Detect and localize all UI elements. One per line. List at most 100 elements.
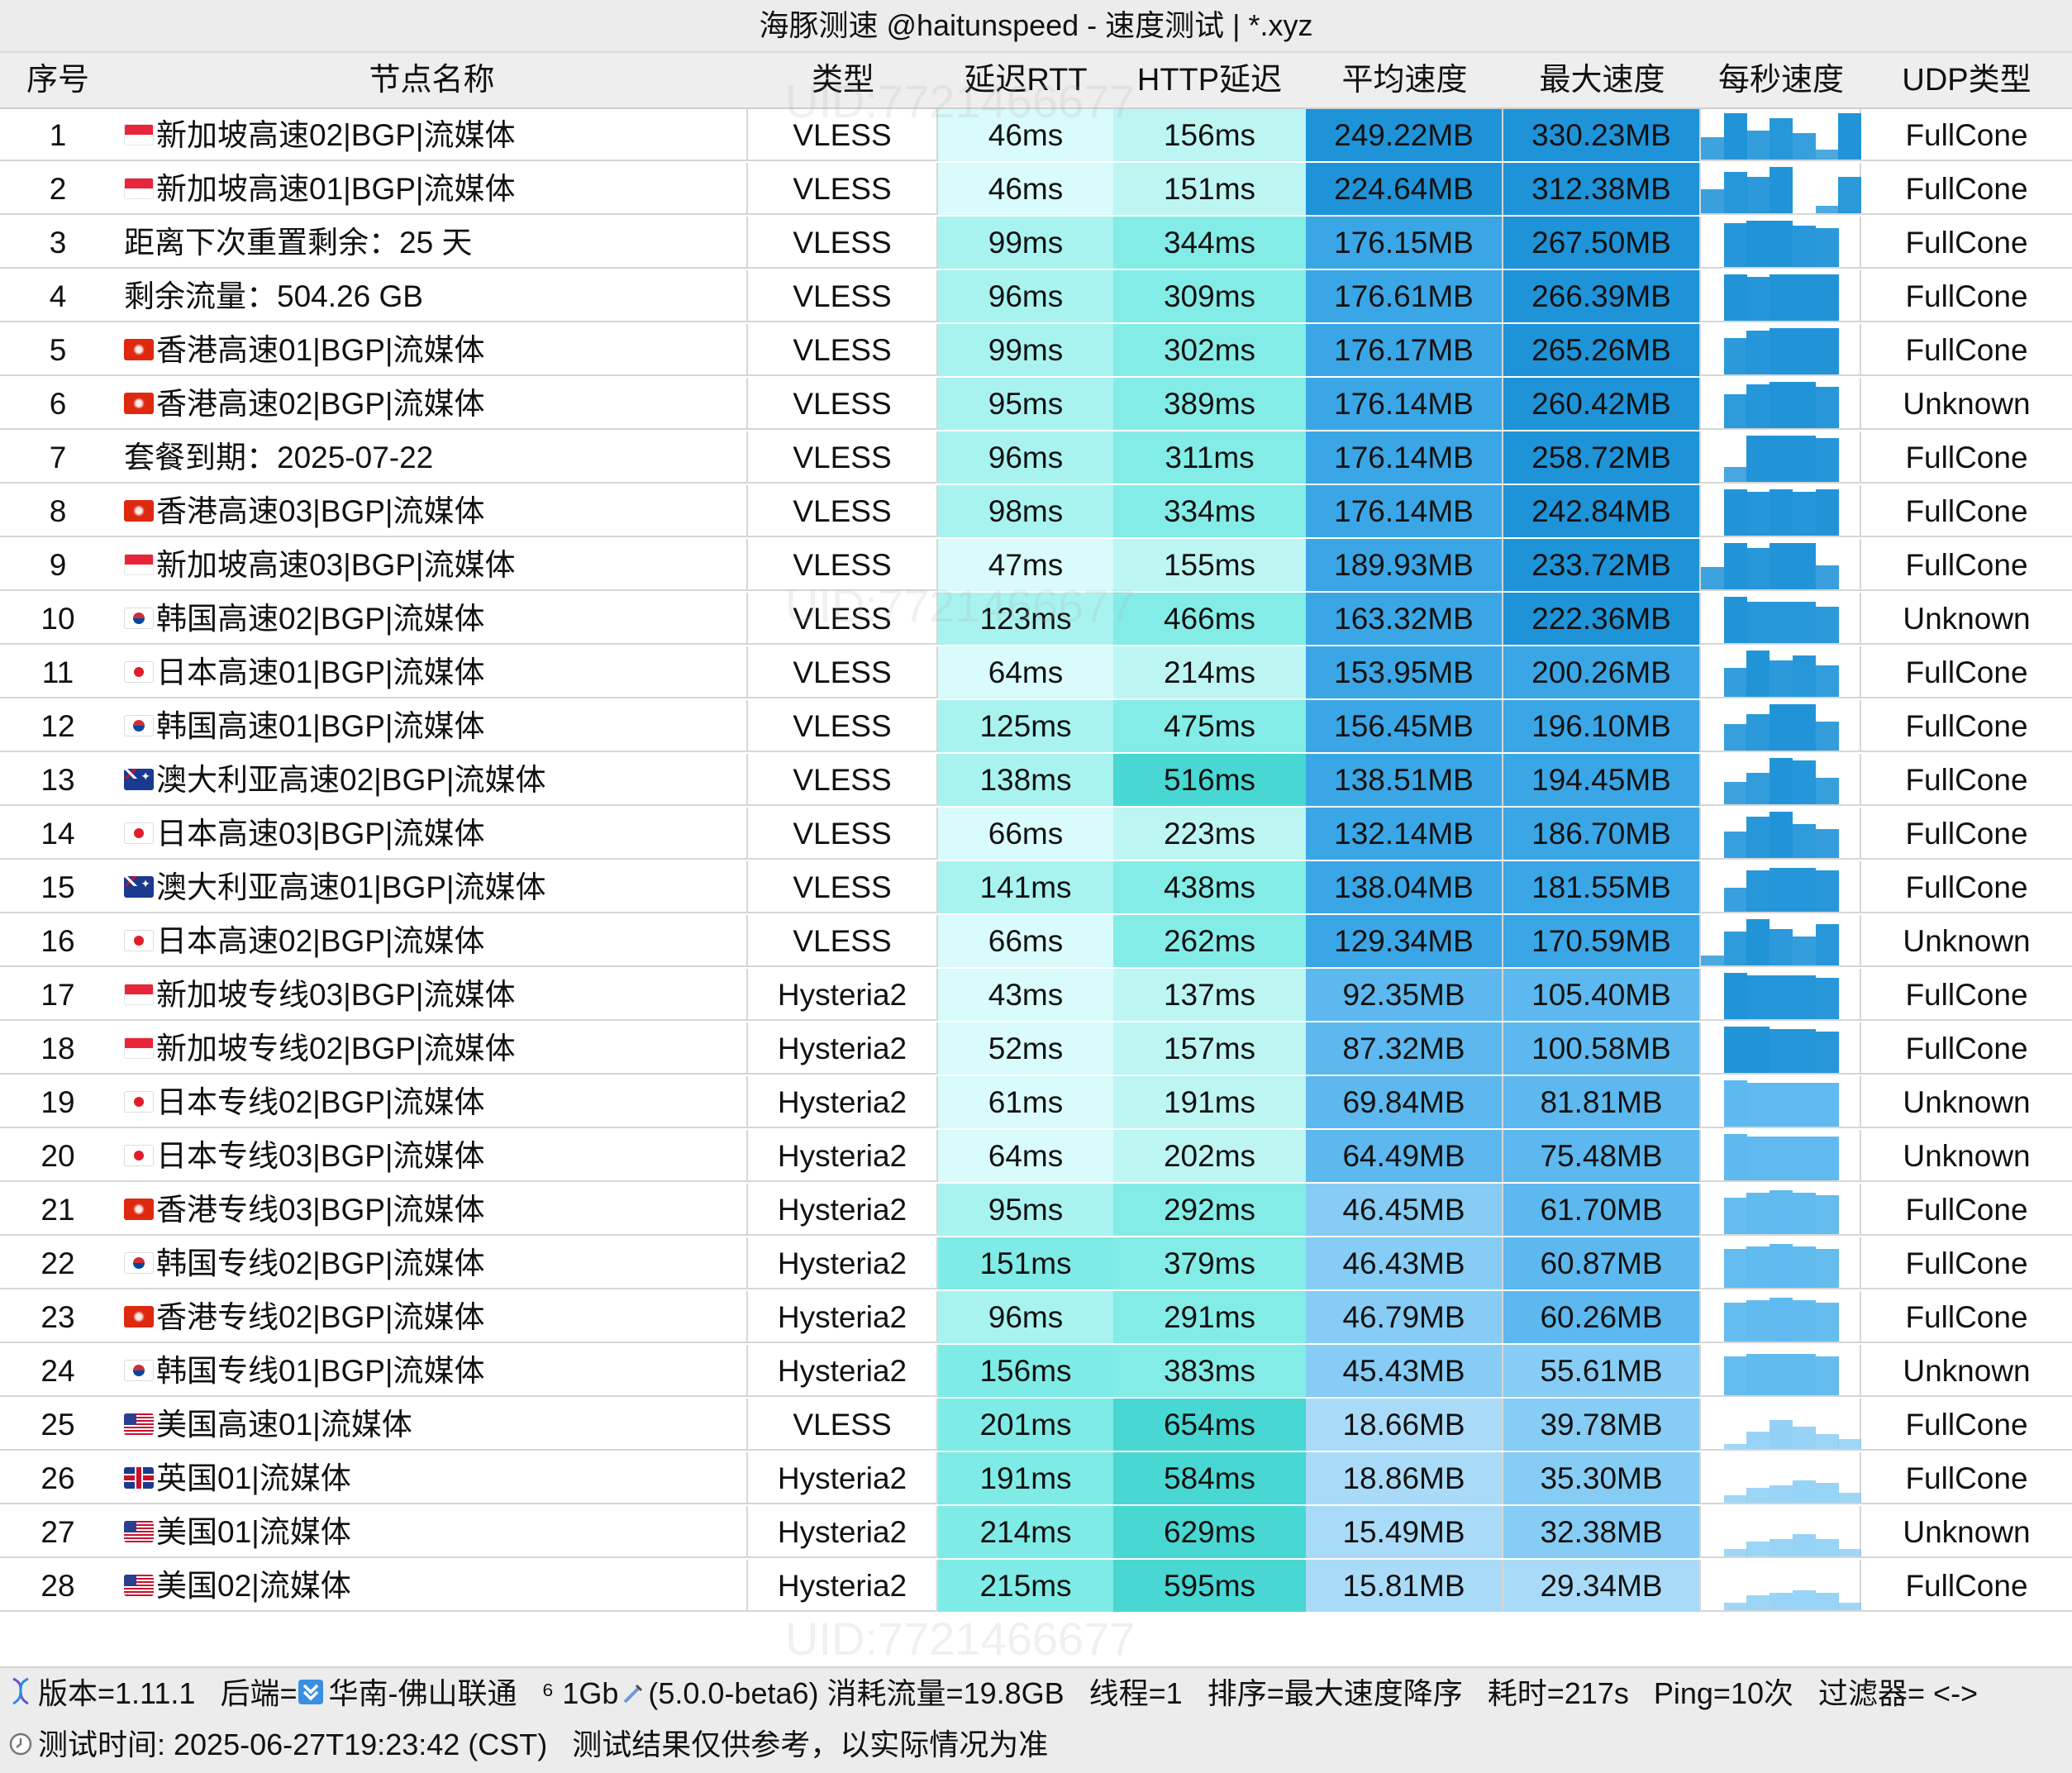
header-http-latency[interactable]: HTTP延迟 bbox=[1136, 63, 1283, 98]
per-second-sparkline bbox=[1701, 1022, 1861, 1075]
table-row[interactable]: 7 套餐到期：2025-07-22 VLESS 96ms 311ms 176.14MB 25… bbox=[0, 431, 2072, 484]
avg-speed: 176.14MB bbox=[1306, 485, 1503, 537]
table-row[interactable]: 11 日本高速01|BGP|流媒体 VLESS 64ms 214ms 153.95MB 20… bbox=[0, 646, 2072, 698]
table-row[interactable]: 27 美国01|流媒体 Hysteria2 214ms 629ms 15.49MB 32.3… bbox=[0, 1506, 2072, 1558]
table-row[interactable]: 2 新加坡高速01|BGP|流媒体 VLESS 46ms 151ms 224.64MB 31… bbox=[0, 163, 2072, 215]
sparkline-bar bbox=[1746, 870, 1770, 912]
row-index: 9 bbox=[49, 548, 67, 582]
sparkline-bar bbox=[1746, 1488, 1770, 1503]
header-avg-speed[interactable]: 平均速度 bbox=[1341, 63, 1468, 98]
http-latency: 595ms bbox=[1113, 1560, 1306, 1612]
sparkline-bar bbox=[1723, 667, 1747, 697]
table-row[interactable]: 26 英国01|流媒体 Hysteria2 191ms 584ms 18.86MB 35.3… bbox=[0, 1452, 2072, 1504]
table-row[interactable]: 20 日本专线03|BGP|流媒体 Hysteria2 64ms 202ms 64.49M… bbox=[0, 1130, 2072, 1182]
per-second-sparkline bbox=[1701, 1130, 1861, 1182]
table-row[interactable]: 21 香港专线03|BGP|流媒体 Hysteria2 95ms 292ms 46.45M… bbox=[0, 1184, 2072, 1236]
table-row[interactable]: 19 日本专线02|BGP|流媒体 Hysteria2 61ms 191ms 69.84M… bbox=[0, 1076, 2072, 1128]
max-speed: 265.26MB bbox=[1503, 324, 1701, 376]
table-row[interactable]: 16 日本高速02|BGP|流媒体 VLESS 66ms 262ms 129.34MB 17… bbox=[0, 915, 2072, 967]
table-row[interactable]: 3 距离下次重置剩余：25 天 VLESS 99ms 344ms 176.15MB 267.… bbox=[0, 217, 2072, 269]
table-row[interactable]: 23 香港专线02|BGP|流媒体 Hysteria2 96ms 291ms 46.79M… bbox=[0, 1291, 2072, 1343]
row-index: 14 bbox=[40, 817, 75, 851]
us-flag-icon bbox=[124, 1575, 154, 1597]
sg-flag-icon bbox=[124, 178, 154, 200]
avg-speed: 176.14MB bbox=[1306, 378, 1503, 430]
header-type[interactable]: 类型 bbox=[811, 63, 874, 98]
sparkline-bar bbox=[1770, 1243, 1793, 1288]
node-name-text: 香港高速01|BGP|流媒体 bbox=[156, 333, 485, 367]
sparkline-bar bbox=[1792, 1082, 1816, 1127]
table-row[interactable]: 18 新加坡专线02|BGP|流媒体 Hysteria2 52ms 157ms 87.32… bbox=[0, 1022, 2072, 1075]
table-row[interactable]: 5 香港高速01|BGP|流媒体 VLESS 99ms 302ms 176.17MB 265… bbox=[0, 324, 2072, 376]
rtt-latency: 96ms bbox=[938, 1291, 1113, 1343]
table-row[interactable]: 15 澳大利亚高速01|BGP|流媒体 VLESS141ms438ms138.04M… bbox=[0, 861, 2072, 913]
sparkline-bar bbox=[1701, 956, 1724, 965]
gb-flag-icon bbox=[124, 1467, 154, 1489]
sparkline-chart bbox=[1701, 379, 1861, 428]
sort-order: 排序=最大速度降序 bbox=[1207, 1676, 1463, 1710]
jp-flag-icon bbox=[124, 1145, 154, 1167]
sparkline-bar bbox=[1723, 467, 1747, 482]
header-rtt[interactable]: 延迟RTT bbox=[964, 63, 1088, 98]
table-row[interactable]: 14 日本高速03|BGP|流媒体 VLESS 66ms 223ms 132.14MB 18… bbox=[0, 808, 2072, 860]
avg-speed: 138.51MB bbox=[1306, 754, 1503, 806]
table-row[interactable]: 28 美国02|流媒体 Hysteria2 215ms 595ms 15.81MB 29.3… bbox=[0, 1560, 2072, 1612]
sparkline-bar bbox=[1746, 384, 1770, 428]
udp-type: Unknown bbox=[1903, 924, 2031, 958]
sparkline-chart bbox=[1701, 1239, 1861, 1288]
table-row[interactable]: 25 美国高速01|流媒体 VLESS 201ms 654ms 18.66MB 39.78M… bbox=[0, 1399, 2072, 1451]
sparkline-bar bbox=[1792, 760, 1816, 804]
sparkline-bar bbox=[1770, 601, 1793, 643]
sparkline-bar bbox=[1815, 1356, 1839, 1395]
table-row[interactable]: 8 香港高速03|BGP|流媒体 VLESS 98ms 334ms 176.14MB 242… bbox=[0, 485, 2072, 537]
udp-type: FullCone bbox=[1905, 709, 2028, 743]
sparkline-bar bbox=[1815, 437, 1839, 482]
header-udp-type[interactable]: UDP类型 bbox=[1902, 63, 2032, 98]
table-row[interactable]: 4 剩余流量：504.26 GB VLESS 96ms 309ms 176.61MB 266… bbox=[0, 270, 2072, 322]
avg-speed: 69.84MB bbox=[1306, 1076, 1503, 1128]
sparkline-bar bbox=[1723, 782, 1747, 804]
protocol-type: Hysteria2 bbox=[748, 1237, 938, 1289]
udp-type: FullCone bbox=[1905, 870, 2028, 904]
avg-speed: 18.86MB bbox=[1306, 1452, 1503, 1504]
node-name-text: 日本高速02|BGP|流媒体 bbox=[156, 924, 485, 958]
table-row[interactable]: 1 新加坡高速02|BGP|流媒体 VLESS 46ms 156ms 249.22MB 33… bbox=[0, 109, 2072, 161]
avg-speed: 189.93MB bbox=[1306, 539, 1503, 591]
table-row[interactable]: 17 新加坡专线03|BGP|流媒体 Hysteria2 43ms 137ms 92.35… bbox=[0, 969, 2072, 1021]
sparkline-bar bbox=[1770, 327, 1793, 374]
avg-speed: 138.04MB bbox=[1306, 861, 1503, 913]
node-name: 澳大利亚高速01|BGP|流媒体 bbox=[116, 861, 748, 913]
table-row[interactable]: 22 韩国专线02|BGP|流媒体 Hysteria2 151ms 379ms 46.43… bbox=[0, 1237, 2072, 1289]
rtt-latency: 96ms bbox=[938, 270, 1113, 322]
protocol-type: VLESS bbox=[748, 915, 938, 967]
rtt-latency: 66ms bbox=[938, 808, 1113, 860]
sparkline-bar bbox=[1815, 1302, 1839, 1342]
table-row[interactable]: 13 澳大利亚高速02|BGP|流媒体 VLESS138ms516ms138.51M… bbox=[0, 754, 2072, 806]
max-speed: 55.61MB bbox=[1503, 1345, 1701, 1397]
header-max-speed[interactable]: 最大速度 bbox=[1539, 63, 1665, 98]
header-index[interactable]: 序号 bbox=[26, 63, 89, 98]
node-name-text: 澳大利亚高速02|BGP|流媒体 bbox=[156, 763, 546, 797]
table-row[interactable]: 12 韩国高速01|BGP|流媒体 VLESS 125ms 475ms 156.45MB 1… bbox=[0, 700, 2072, 752]
header-per-second-speed[interactable]: 每秒速度 bbox=[1717, 63, 1844, 98]
protocol-type: VLESS bbox=[748, 431, 938, 484]
table-row[interactable]: 24 韩国专线01|BGP|流媒体 Hysteria2 156ms 383ms 45.43… bbox=[0, 1345, 2072, 1397]
sparkline-bar bbox=[1770, 660, 1793, 697]
udp-type: FullCone bbox=[1905, 655, 2028, 689]
row-index: 21 bbox=[40, 1193, 75, 1227]
table-row[interactable]: 6 香港高速02|BGP|流媒体 VLESS 95ms 389ms 176.14MB 260… bbox=[0, 378, 2072, 430]
header-node-name[interactable]: 节点名称 bbox=[369, 63, 495, 98]
node-name-text: 新加坡高速01|BGP|流媒体 bbox=[156, 172, 516, 206]
rtt-latency: 99ms bbox=[938, 217, 1113, 269]
table-row[interactable]: 10 韩国高速02|BGP|流媒体 VLESS 123ms 466ms 163.32MB 2… bbox=[0, 593, 2072, 645]
sparkline-bar bbox=[1770, 435, 1793, 482]
node-name: 韩国专线02|BGP|流媒体 bbox=[116, 1237, 748, 1289]
sparkline-bar bbox=[1746, 975, 1770, 1019]
sparkline-bar bbox=[1723, 112, 1747, 160]
udp-type: FullCone bbox=[1905, 441, 2028, 474]
sparkline-bar bbox=[1770, 489, 1793, 536]
table-row[interactable]: 9 新加坡高速03|BGP|流媒体 VLESS 47ms 155ms 189.93MB 23… bbox=[0, 539, 2072, 591]
rtt-latency: 64ms bbox=[938, 1130, 1113, 1182]
max-speed: 312.38MB bbox=[1503, 163, 1701, 215]
sparkline-bar bbox=[1770, 867, 1793, 912]
